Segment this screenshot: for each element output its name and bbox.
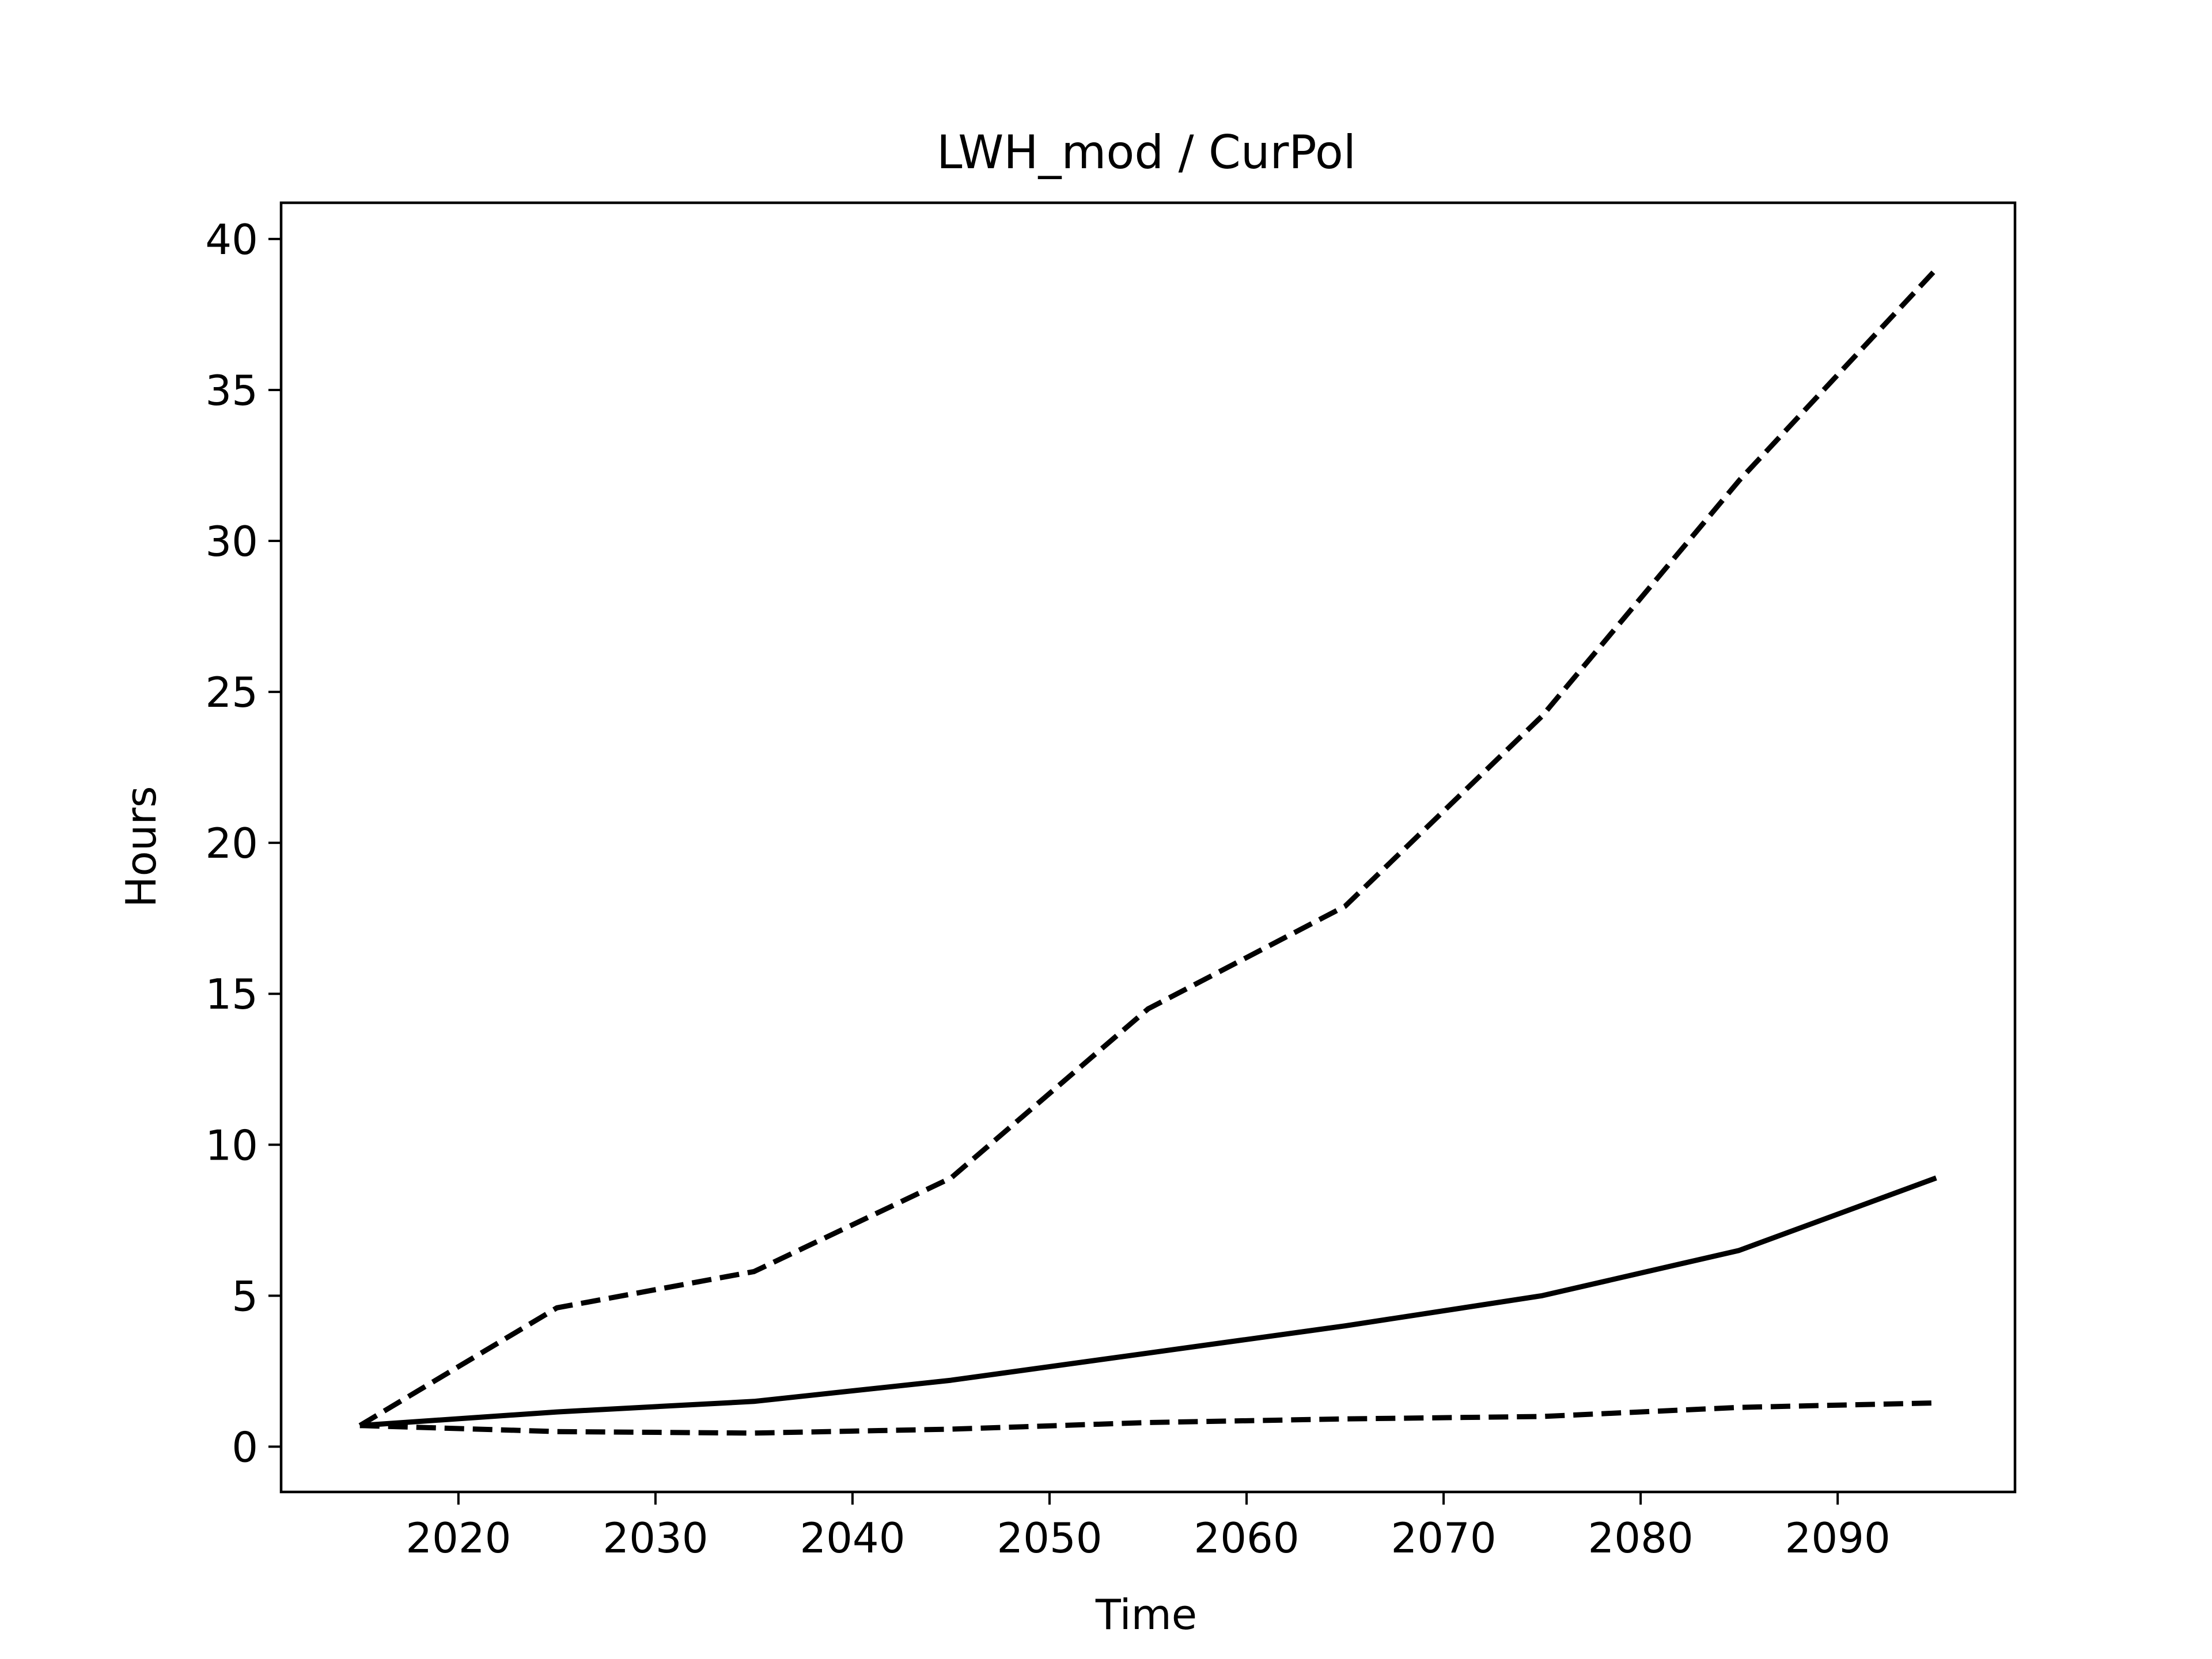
y-axis-label: Hours — [117, 786, 165, 908]
x-tick-label: 2050 — [997, 1514, 1102, 1562]
y-tick-label: 5 — [232, 1272, 258, 1320]
y-tick-label: 20 — [205, 819, 258, 868]
x-tick-label: 2080 — [1588, 1514, 1693, 1562]
x-axis-label: Time — [1095, 1590, 1197, 1639]
x-tick-label: 2090 — [1785, 1514, 1891, 1562]
x-tick-label: 2020 — [406, 1514, 511, 1562]
series-line-1 — [358, 267, 1938, 1428]
axes-frame — [279, 201, 2017, 1494]
series-line-3 — [359, 1400, 1937, 1436]
y-tick-label: 25 — [205, 668, 258, 717]
y-tick-label: 15 — [205, 970, 258, 1018]
y-tick-label: 0 — [232, 1423, 258, 1471]
y-tick-label: 10 — [205, 1121, 258, 1169]
x-tick-label: 2060 — [1194, 1514, 1299, 1562]
y-tick-label: 40 — [205, 215, 258, 264]
x-tick-label: 2040 — [800, 1514, 905, 1562]
x-axis: 2020 2030 2040 2050 2060 2070 2080 2090 — [406, 1492, 1891, 1562]
x-tick-label: 2070 — [1391, 1514, 1496, 1562]
x-tick-label: 2030 — [603, 1514, 708, 1562]
y-tick-label: 35 — [205, 366, 258, 415]
series-line-2 — [359, 1175, 1937, 1429]
plot-area — [358, 267, 1938, 1436]
chart-title: LWH_mod / CurPol — [937, 126, 1356, 179]
y-tick-label: 30 — [205, 517, 258, 566]
y-axis: 0 5 10 15 20 25 30 35 40 — [205, 215, 281, 1471]
